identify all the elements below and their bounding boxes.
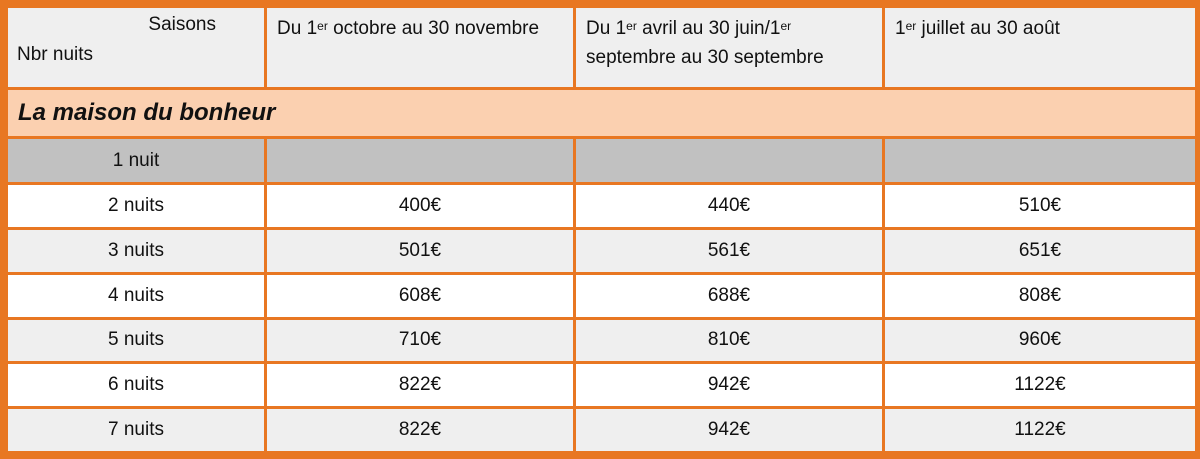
table-row: 4 nuits 608€ 688€ 808€ xyxy=(8,274,1195,317)
price-cell: 710€ xyxy=(267,319,573,362)
price-cell: 688€ xyxy=(576,274,882,317)
nights-cell: 3 nuits xyxy=(8,230,264,272)
table-row: 7 nuits 822€ 942€ 1122€ xyxy=(8,409,1195,451)
nights-cell: 2 nuits xyxy=(8,185,264,228)
header-corner-cell: Saisons Nbr nuits xyxy=(8,8,264,88)
price-cell: 1122€ xyxy=(885,409,1195,451)
header-season-2: Du 1er avril au 30 juin/1er septembre au… xyxy=(576,8,882,88)
table-row: 5 nuits 710€ 810€ 960€ xyxy=(8,319,1195,362)
table-row: 1 nuit xyxy=(8,139,1195,183)
header-saisons-label: Saisons xyxy=(148,14,216,35)
price-cell xyxy=(576,139,882,183)
price-cell: 651€ xyxy=(885,230,1195,272)
price-table: Saisons Nbr nuits Du 1er octobre au 30 n… xyxy=(5,5,1198,454)
section-row: La maison du bonheur xyxy=(8,90,1195,137)
price-cell: 440€ xyxy=(576,185,882,228)
header-row: Saisons Nbr nuits Du 1er octobre au 30 n… xyxy=(8,8,1195,88)
section-title: La maison du bonheur xyxy=(8,90,1195,137)
price-cell: 561€ xyxy=(576,230,882,272)
price-cell: 510€ xyxy=(885,185,1195,228)
price-cell: 1122€ xyxy=(885,364,1195,407)
header-season-1: Du 1er octobre au 30 novembre xyxy=(267,8,573,88)
table-row: 6 nuits 822€ 942€ 1122€ xyxy=(8,364,1195,407)
price-cell: 942€ xyxy=(576,364,882,407)
table-row: 3 nuits 501€ 561€ 651€ xyxy=(8,230,1195,272)
price-cell: 808€ xyxy=(885,274,1195,317)
nights-cell: 1 nuit xyxy=(8,139,264,183)
price-cell: 822€ xyxy=(267,364,573,407)
price-cell: 608€ xyxy=(267,274,573,317)
price-cell: 810€ xyxy=(576,319,882,362)
header-nights-label: Nbr nuits xyxy=(17,44,94,65)
nights-cell: 7 nuits xyxy=(8,409,264,451)
price-cell: 501€ xyxy=(267,230,573,272)
price-cell: 822€ xyxy=(267,409,573,451)
price-cell: 960€ xyxy=(885,319,1195,362)
nights-cell: 6 nuits xyxy=(8,364,264,407)
price-cell: 942€ xyxy=(576,409,882,451)
nights-cell: 4 nuits xyxy=(8,274,264,317)
header-season-3: 1er juillet au 30 août xyxy=(885,8,1195,88)
price-cell xyxy=(885,139,1195,183)
price-cell xyxy=(267,139,573,183)
price-cell: 400€ xyxy=(267,185,573,228)
nights-cell: 5 nuits xyxy=(8,319,264,362)
table-row: 2 nuits 400€ 440€ 510€ xyxy=(8,185,1195,228)
